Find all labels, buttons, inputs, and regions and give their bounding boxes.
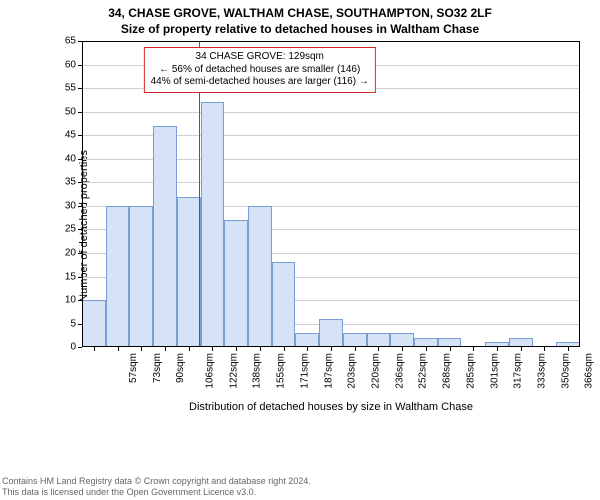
y-tick-label: 30: [65, 200, 76, 211]
x-axis-label: Distribution of detached houses by size …: [82, 401, 580, 413]
y-tick-label: 0: [70, 342, 76, 353]
y-tick-label: 45: [65, 130, 76, 141]
histogram-bar: [248, 206, 272, 347]
y-tick-label: 35: [65, 177, 76, 188]
y-tick-label: 20: [65, 248, 76, 259]
x-tick-label: 106sqm: [205, 353, 216, 389]
histogram-bar: [201, 102, 225, 347]
x-tick-mark: [378, 347, 379, 351]
x-tick-label: 350sqm: [560, 353, 571, 389]
x-tick-mark: [189, 347, 190, 351]
y-tick-label: 5: [70, 318, 76, 329]
page-title-line2: Size of property relative to detached ho…: [0, 22, 600, 38]
histogram-bar: [319, 319, 343, 347]
histogram-bar: [485, 342, 509, 347]
histogram-bar: [295, 333, 319, 347]
y-tick-label: 15: [65, 271, 76, 282]
y-tick-label: 60: [65, 59, 76, 70]
x-tick-mark: [402, 347, 403, 351]
x-tick-mark: [426, 347, 427, 351]
x-tick-label: 333sqm: [537, 353, 548, 389]
histogram-bar: [533, 346, 557, 347]
x-tick-label: 138sqm: [252, 353, 263, 389]
y-axis-ticks: 05101520253035404550556065: [52, 41, 82, 347]
x-tick-mark: [473, 347, 474, 351]
histogram-bar: [556, 342, 580, 347]
histogram-bar: [390, 333, 414, 347]
x-tick-label: 301sqm: [489, 353, 500, 389]
x-tick-label: 268sqm: [442, 353, 453, 389]
annotation-line2: ← 56% of detached houses are smaller (14…: [151, 64, 369, 77]
x-tick-label: 73sqm: [152, 353, 163, 383]
y-tick-label: 50: [65, 106, 76, 117]
x-tick-mark: [544, 347, 545, 351]
plot-area: 34 CHASE GROVE: 129sqm ← 56% of detached…: [82, 41, 580, 347]
footer-line2: This data is licensed under the Open Gov…: [2, 487, 598, 498]
page-title-line1: 34, CHASE GROVE, WALTHAM CHASE, SOUTHAMP…: [0, 6, 600, 22]
y-tick-label: 40: [65, 153, 76, 164]
histogram-bar: [367, 333, 391, 347]
x-tick-mark: [521, 347, 522, 351]
histogram-bar: [438, 338, 462, 347]
x-tick-label: 317sqm: [513, 353, 524, 389]
x-tick-label: 57sqm: [128, 353, 139, 383]
x-tick-label: 220sqm: [371, 353, 382, 389]
histogram-bar: [509, 338, 533, 347]
histogram-bar: [106, 206, 130, 347]
x-tick-mark: [260, 347, 261, 351]
histogram-bar: [224, 220, 248, 347]
histogram-bar: [461, 346, 485, 347]
x-tick-mark: [212, 347, 213, 351]
footer-line1: Contains HM Land Registry data © Crown c…: [2, 476, 598, 487]
x-tick-mark: [236, 347, 237, 351]
y-tick-label: 25: [65, 224, 76, 235]
x-tick-label: 366sqm: [584, 353, 595, 389]
x-tick-label: 236sqm: [394, 353, 405, 389]
y-tick-label: 10: [65, 295, 76, 306]
histogram-bar: [153, 126, 177, 347]
histogram-bar: [343, 333, 367, 347]
histogram-chart: Number of detached properties 0510152025…: [52, 41, 580, 411]
x-tick-mark: [141, 347, 142, 351]
histogram-bar: [177, 197, 201, 348]
y-tick-label: 65: [65, 36, 76, 47]
annotation-box: 34 CHASE GROVE: 129sqm ← 56% of detached…: [144, 47, 376, 93]
x-tick-label: 252sqm: [418, 353, 429, 389]
x-tick-label: 90sqm: [175, 353, 186, 383]
x-tick-label: 155sqm: [276, 353, 287, 389]
x-axis-ticks: Distribution of detached houses by size …: [82, 347, 580, 411]
histogram-bar: [414, 338, 438, 347]
footer-attribution: Contains HM Land Registry data © Crown c…: [2, 476, 598, 498]
y-tick-label: 55: [65, 83, 76, 94]
x-tick-label: 187sqm: [323, 353, 334, 389]
x-tick-mark: [497, 347, 498, 351]
x-tick-label: 203sqm: [347, 353, 358, 389]
histogram-bar: [129, 206, 153, 347]
histogram-bar: [272, 262, 296, 347]
x-tick-mark: [355, 347, 356, 351]
annotation-line1: 34 CHASE GROVE: 129sqm: [151, 51, 369, 64]
x-tick-mark: [165, 347, 166, 351]
x-tick-mark: [331, 347, 332, 351]
x-tick-mark: [307, 347, 308, 351]
x-tick-label: 171sqm: [299, 353, 310, 389]
x-tick-mark: [284, 347, 285, 351]
histogram-bar: [82, 300, 106, 347]
annotation-line3: 44% of semi-detached houses are larger (…: [151, 76, 369, 89]
x-tick-mark: [118, 347, 119, 351]
x-tick-mark: [568, 347, 569, 351]
x-tick-mark: [94, 347, 95, 351]
x-tick-label: 122sqm: [228, 353, 239, 389]
x-tick-label: 285sqm: [465, 353, 476, 389]
x-tick-mark: [450, 347, 451, 351]
